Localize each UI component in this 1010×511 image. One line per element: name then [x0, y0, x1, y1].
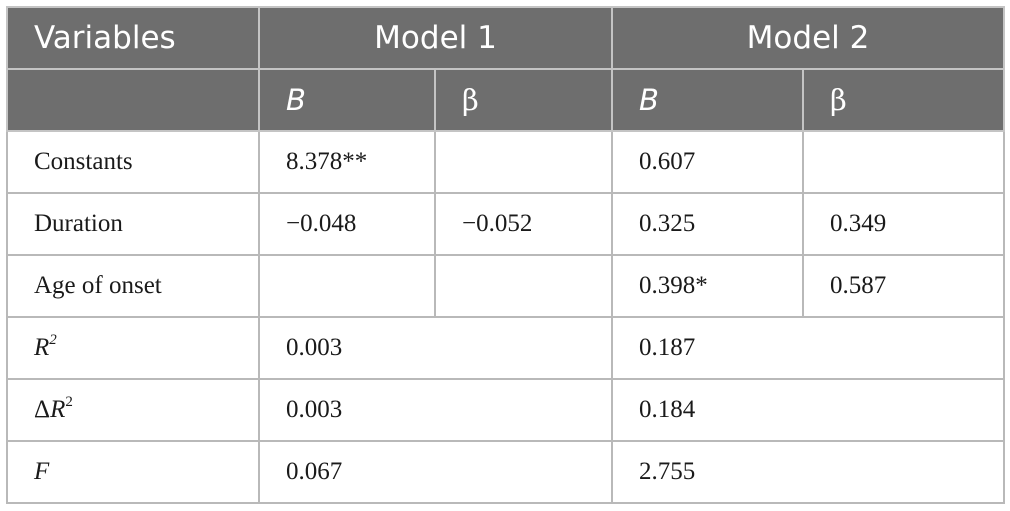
label-prefix: Δ [34, 396, 51, 423]
cell-m1-b: 8.378** [258, 130, 436, 194]
cell-m1-beta [434, 254, 613, 318]
summary-row-r2: R2 0.003 0.187 [6, 316, 1005, 380]
header-m1-beta: β [434, 68, 613, 132]
cell-m2-beta: 0.587 [802, 254, 1005, 318]
summary-row-f: F 0.067 2.755 [6, 440, 1005, 504]
row-label: Age of onset [6, 254, 260, 318]
table-row: Age of onset 0.398* 0.587 [6, 254, 1005, 318]
cell-m2-b: 0.325 [611, 192, 804, 256]
header-row-coefficients: B β B β [6, 68, 1005, 132]
summary-model-2: 0.187 [611, 316, 1005, 380]
label-sup: 2 [49, 332, 57, 348]
summary-model-1: 0.003 [258, 378, 613, 442]
header-model-1: Model 1 [258, 6, 613, 70]
header-blank [6, 68, 260, 132]
row-label: Constants [6, 130, 260, 194]
header-row-models: Variables Model 1 Model 2 [6, 6, 1005, 70]
summary-row-delta-r2: ΔR2 0.003 0.184 [6, 378, 1005, 442]
label-var: F [34, 458, 50, 485]
header-variables: Variables [6, 6, 260, 70]
header-m2-b: B [611, 68, 804, 132]
header-m1-b: B [258, 68, 436, 132]
cell-m2-beta [802, 130, 1005, 194]
cell-m2-b: 0.607 [611, 130, 804, 194]
row-label: Duration [6, 192, 260, 256]
table-row: Constants 8.378** 0.607 [6, 130, 1005, 194]
table-row: Duration −0.048 −0.052 0.325 0.349 [6, 192, 1005, 256]
cell-m2-b: 0.398* [611, 254, 804, 318]
header-m2-beta: β [802, 68, 1005, 132]
summary-model-1: 0.067 [258, 440, 613, 504]
summary-model-2: 0.184 [611, 378, 1005, 442]
label-var: R [34, 334, 50, 361]
regression-table: Variables Model 1 Model 2 B β B β Consta… [6, 6, 1005, 504]
summary-label: R2 [6, 316, 260, 380]
summary-label: ΔR2 [6, 378, 260, 442]
header-model-2: Model 2 [611, 6, 1005, 70]
cell-m1-b [258, 254, 436, 318]
cell-m1-beta: −0.052 [434, 192, 613, 256]
label-sup: 2 [65, 394, 73, 410]
summary-model-2: 2.755 [611, 440, 1005, 504]
summary-label: F [6, 440, 260, 504]
cell-m1-b: −0.048 [258, 192, 436, 256]
cell-m2-beta: 0.349 [802, 192, 1005, 256]
cell-m1-beta [434, 130, 613, 194]
label-var: R [50, 396, 66, 423]
summary-model-1: 0.003 [258, 316, 613, 380]
